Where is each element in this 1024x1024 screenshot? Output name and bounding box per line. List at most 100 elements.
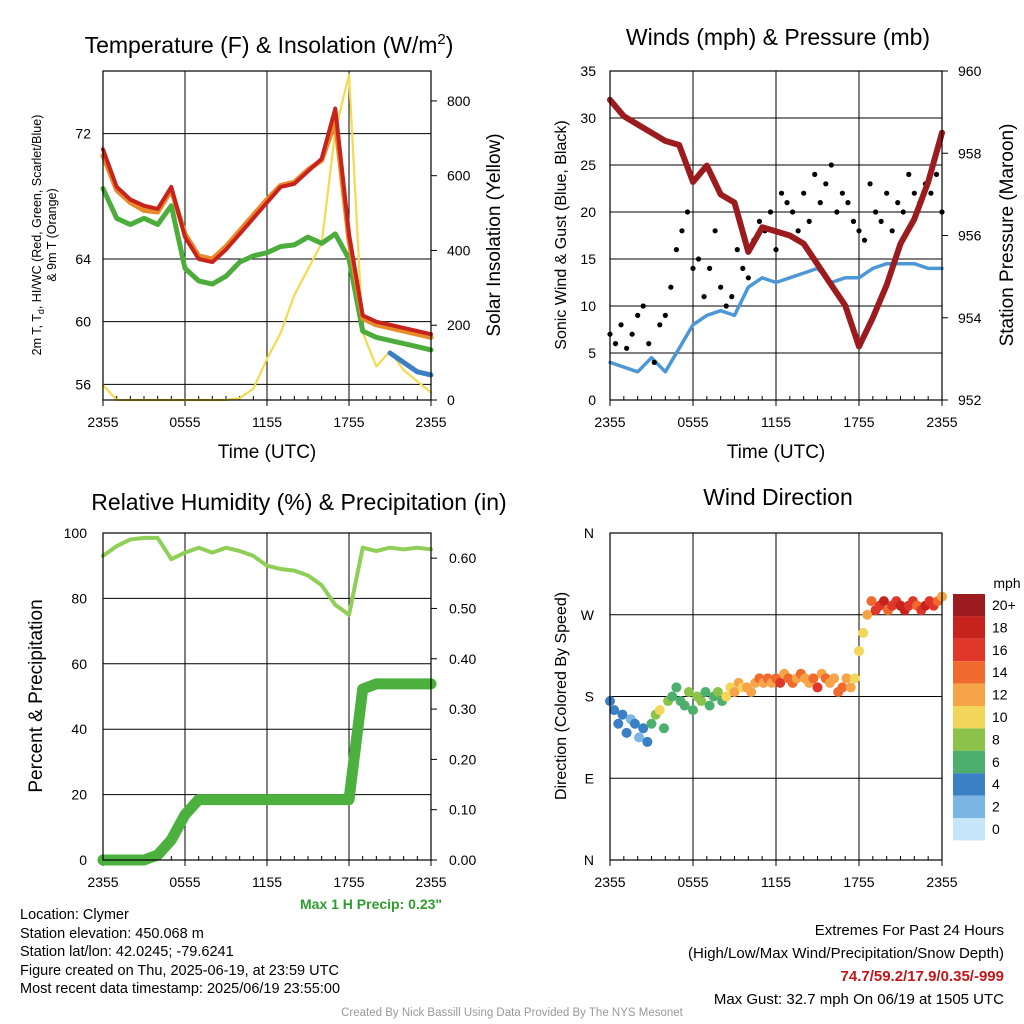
x-tick-label: 0555	[677, 414, 708, 430]
gust-point	[784, 200, 790, 206]
y2-tick-label: 200	[447, 317, 471, 333]
x-tick-label: 0555	[169, 874, 200, 890]
windchill-line	[387, 350, 434, 378]
direction-point	[858, 627, 869, 638]
legend-swatch	[953, 683, 985, 706]
gust-point	[867, 181, 873, 187]
x-axis-label: Time (UTC)	[727, 442, 826, 463]
gust-point	[823, 181, 829, 187]
legend-swatch	[953, 661, 985, 684]
direction-point	[849, 673, 860, 684]
y-tick-label: 25	[580, 157, 596, 173]
y-tick-label: W	[581, 607, 595, 623]
gust-point	[695, 256, 702, 262]
y2-tick-label: 0.50	[449, 600, 476, 616]
y-tick-label: 10	[580, 298, 596, 314]
x-tick-label: 0555	[677, 874, 708, 890]
y-axis-label: Direction (Colored By Speed)	[553, 592, 570, 800]
panel-humidity: 2355 0555 1155 1755 23550204060801000.000.10…	[26, 489, 507, 890]
gust-point	[712, 228, 718, 234]
direction-point	[654, 705, 665, 716]
gust-point	[740, 265, 746, 271]
gust-point	[646, 341, 652, 347]
legend-swatch	[953, 795, 985, 818]
y-axis-label: Sonic Wind & Gust (Blue, Black)	[553, 120, 570, 349]
gust-point	[756, 218, 763, 224]
latlon-text: Station lat/lon: 42.0245; -79.6241	[20, 944, 234, 960]
x-tick-label: 1755	[843, 414, 874, 430]
legend-label: 14	[992, 664, 1008, 680]
gust-point	[795, 228, 801, 234]
direction-point	[609, 705, 620, 716]
y2-tick-label: 960	[958, 63, 982, 79]
y2-axis-label: Solar Insolation (Yellow)	[484, 133, 505, 336]
gust-point	[884, 190, 890, 196]
y-tick-label: 35	[580, 63, 596, 79]
legend-label: 2	[992, 799, 1000, 815]
gust-point	[900, 209, 906, 215]
y-tick-label: 64	[75, 251, 91, 267]
gust-point	[723, 303, 729, 309]
y-tick-label: 80	[71, 590, 87, 606]
chart-title-main: Temperature (F) & Insolation (W/m	[85, 32, 438, 58]
y2-tick-label: 958	[958, 145, 982, 161]
direction-point	[700, 686, 711, 697]
legend-swatch	[953, 750, 985, 774]
y2-tick-label: 954	[958, 310, 982, 326]
gust-point	[718, 284, 724, 290]
y-tick-label: S	[585, 689, 594, 705]
legend-label: 16	[992, 642, 1008, 658]
gust-point	[812, 171, 818, 177]
y2-tick-label: 400	[447, 242, 471, 258]
y-axis-label: Percent & Precipitation	[26, 599, 47, 792]
max-gust-text: Max Gust: 32.7 mph On 06/19 at 1505 UTC	[713, 991, 1004, 1008]
y2-tick-label: 600	[447, 168, 471, 184]
legend-label: 6	[992, 754, 1000, 770]
gust-point	[745, 275, 751, 281]
plot-frame	[102, 70, 432, 401]
location-text: Location: Clymer	[20, 907, 129, 923]
y-tick-label: N	[584, 525, 594, 541]
gust-point	[679, 228, 685, 234]
extremes-panel: Extremes For Past 24 Hours (High/Low/Max…	[688, 919, 1004, 1011]
y-axis-label-b: , HI/WC (Red, Green, Scarlet/Blue)	[30, 115, 44, 310]
gust-point	[878, 218, 884, 224]
y-tick-label: 0	[79, 852, 87, 868]
x-tick-label: 1155	[761, 414, 791, 430]
direction-point	[696, 696, 707, 707]
gust-point	[684, 209, 691, 215]
gust-point	[773, 247, 779, 253]
panel-temperature: 2355 0555 1155 1755 2355 56 60 64 72 0 200 400 600 80…	[30, 31, 505, 463]
extremes-subtitle: (High/Low/Max Wind/Precipitation/Snow De…	[688, 945, 1004, 962]
y-axis-label-a: 2m T, T	[30, 314, 44, 356]
gust-point	[933, 171, 940, 177]
gust-point	[839, 190, 846, 196]
x-tick-label: 2355	[594, 874, 625, 890]
gust-point	[790, 209, 796, 215]
x-axis-label: Time (UTC)	[218, 442, 317, 463]
direction-point	[671, 682, 682, 693]
y-tick-label: 0	[588, 392, 596, 408]
chart-title-end: )	[446, 32, 454, 58]
gust-point	[618, 322, 624, 328]
rh-line	[101, 535, 433, 617]
gust-point	[873, 209, 879, 215]
y-tick-label: 100	[64, 525, 88, 541]
extremes-values: 74.7/59.2/17.9/0.35/-999	[840, 968, 1004, 985]
station-info: Location: Clymer Station elevation: 450.…	[20, 906, 340, 999]
y-tick-label: 72	[75, 126, 91, 142]
y-tick-label: 5	[588, 345, 596, 361]
gust-point	[729, 294, 735, 300]
y-tick-label: E	[585, 770, 594, 786]
direction-point	[746, 686, 757, 697]
x-tick-label: 1755	[333, 414, 364, 430]
max-precip-label: Max 1 H Precip: 0.23"	[300, 896, 443, 912]
y-tick-label: 56	[75, 376, 91, 392]
gust-point	[889, 228, 895, 234]
x-tick-label: 1755	[333, 874, 364, 890]
legend-label: 20+	[992, 597, 1016, 613]
gust-point	[856, 228, 862, 234]
legend-swatch	[953, 773, 985, 796]
legend-label: 4	[992, 776, 1000, 792]
